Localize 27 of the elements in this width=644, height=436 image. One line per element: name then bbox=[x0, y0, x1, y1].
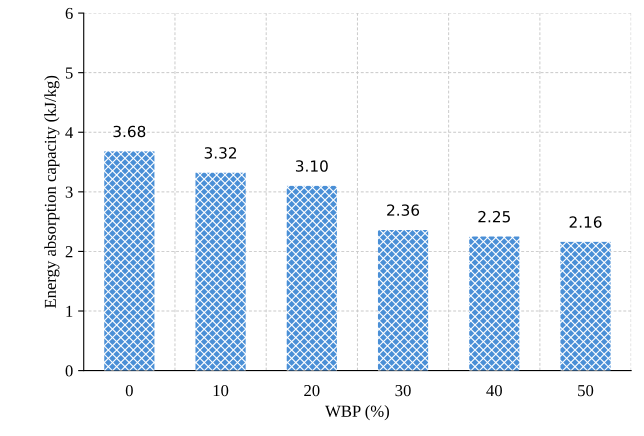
data-label: 2.25 bbox=[478, 210, 510, 222]
bar bbox=[469, 236, 520, 371]
data-label: 3.32 bbox=[204, 147, 236, 159]
y-tick-label: 6 bbox=[66, 8, 73, 20]
data-label: 3.68 bbox=[113, 126, 146, 138]
bar bbox=[560, 242, 611, 371]
y-tick-label: 3 bbox=[66, 186, 73, 198]
x-tick-label: 20 bbox=[304, 384, 320, 396]
bar bbox=[104, 151, 154, 371]
y-tick-label: 4 bbox=[65, 127, 74, 138]
x-tick-label: 30 bbox=[396, 384, 411, 396]
x-tick-label: 40 bbox=[486, 384, 502, 396]
y-tick-label: 5 bbox=[66, 68, 73, 79]
x-tick-label: 0 bbox=[126, 384, 133, 396]
x-tick-label: 50 bbox=[578, 384, 594, 396]
bar bbox=[286, 186, 337, 371]
x-tick-label: 10 bbox=[214, 384, 228, 396]
y-tick-label: 1 bbox=[66, 306, 72, 317]
bar bbox=[195, 172, 246, 371]
y-tick-label: 2 bbox=[66, 246, 72, 258]
y-tick-label: 0 bbox=[66, 365, 73, 377]
x-axis-title: WBP (%) bbox=[325, 405, 390, 420]
data-label: 2.16 bbox=[570, 216, 602, 228]
data-label: 2.36 bbox=[387, 204, 420, 216]
data-label: 3.10 bbox=[296, 160, 328, 172]
y-axis-title: Energy absorption capacity (kJ/kg) bbox=[44, 76, 60, 308]
bar bbox=[378, 230, 428, 371]
